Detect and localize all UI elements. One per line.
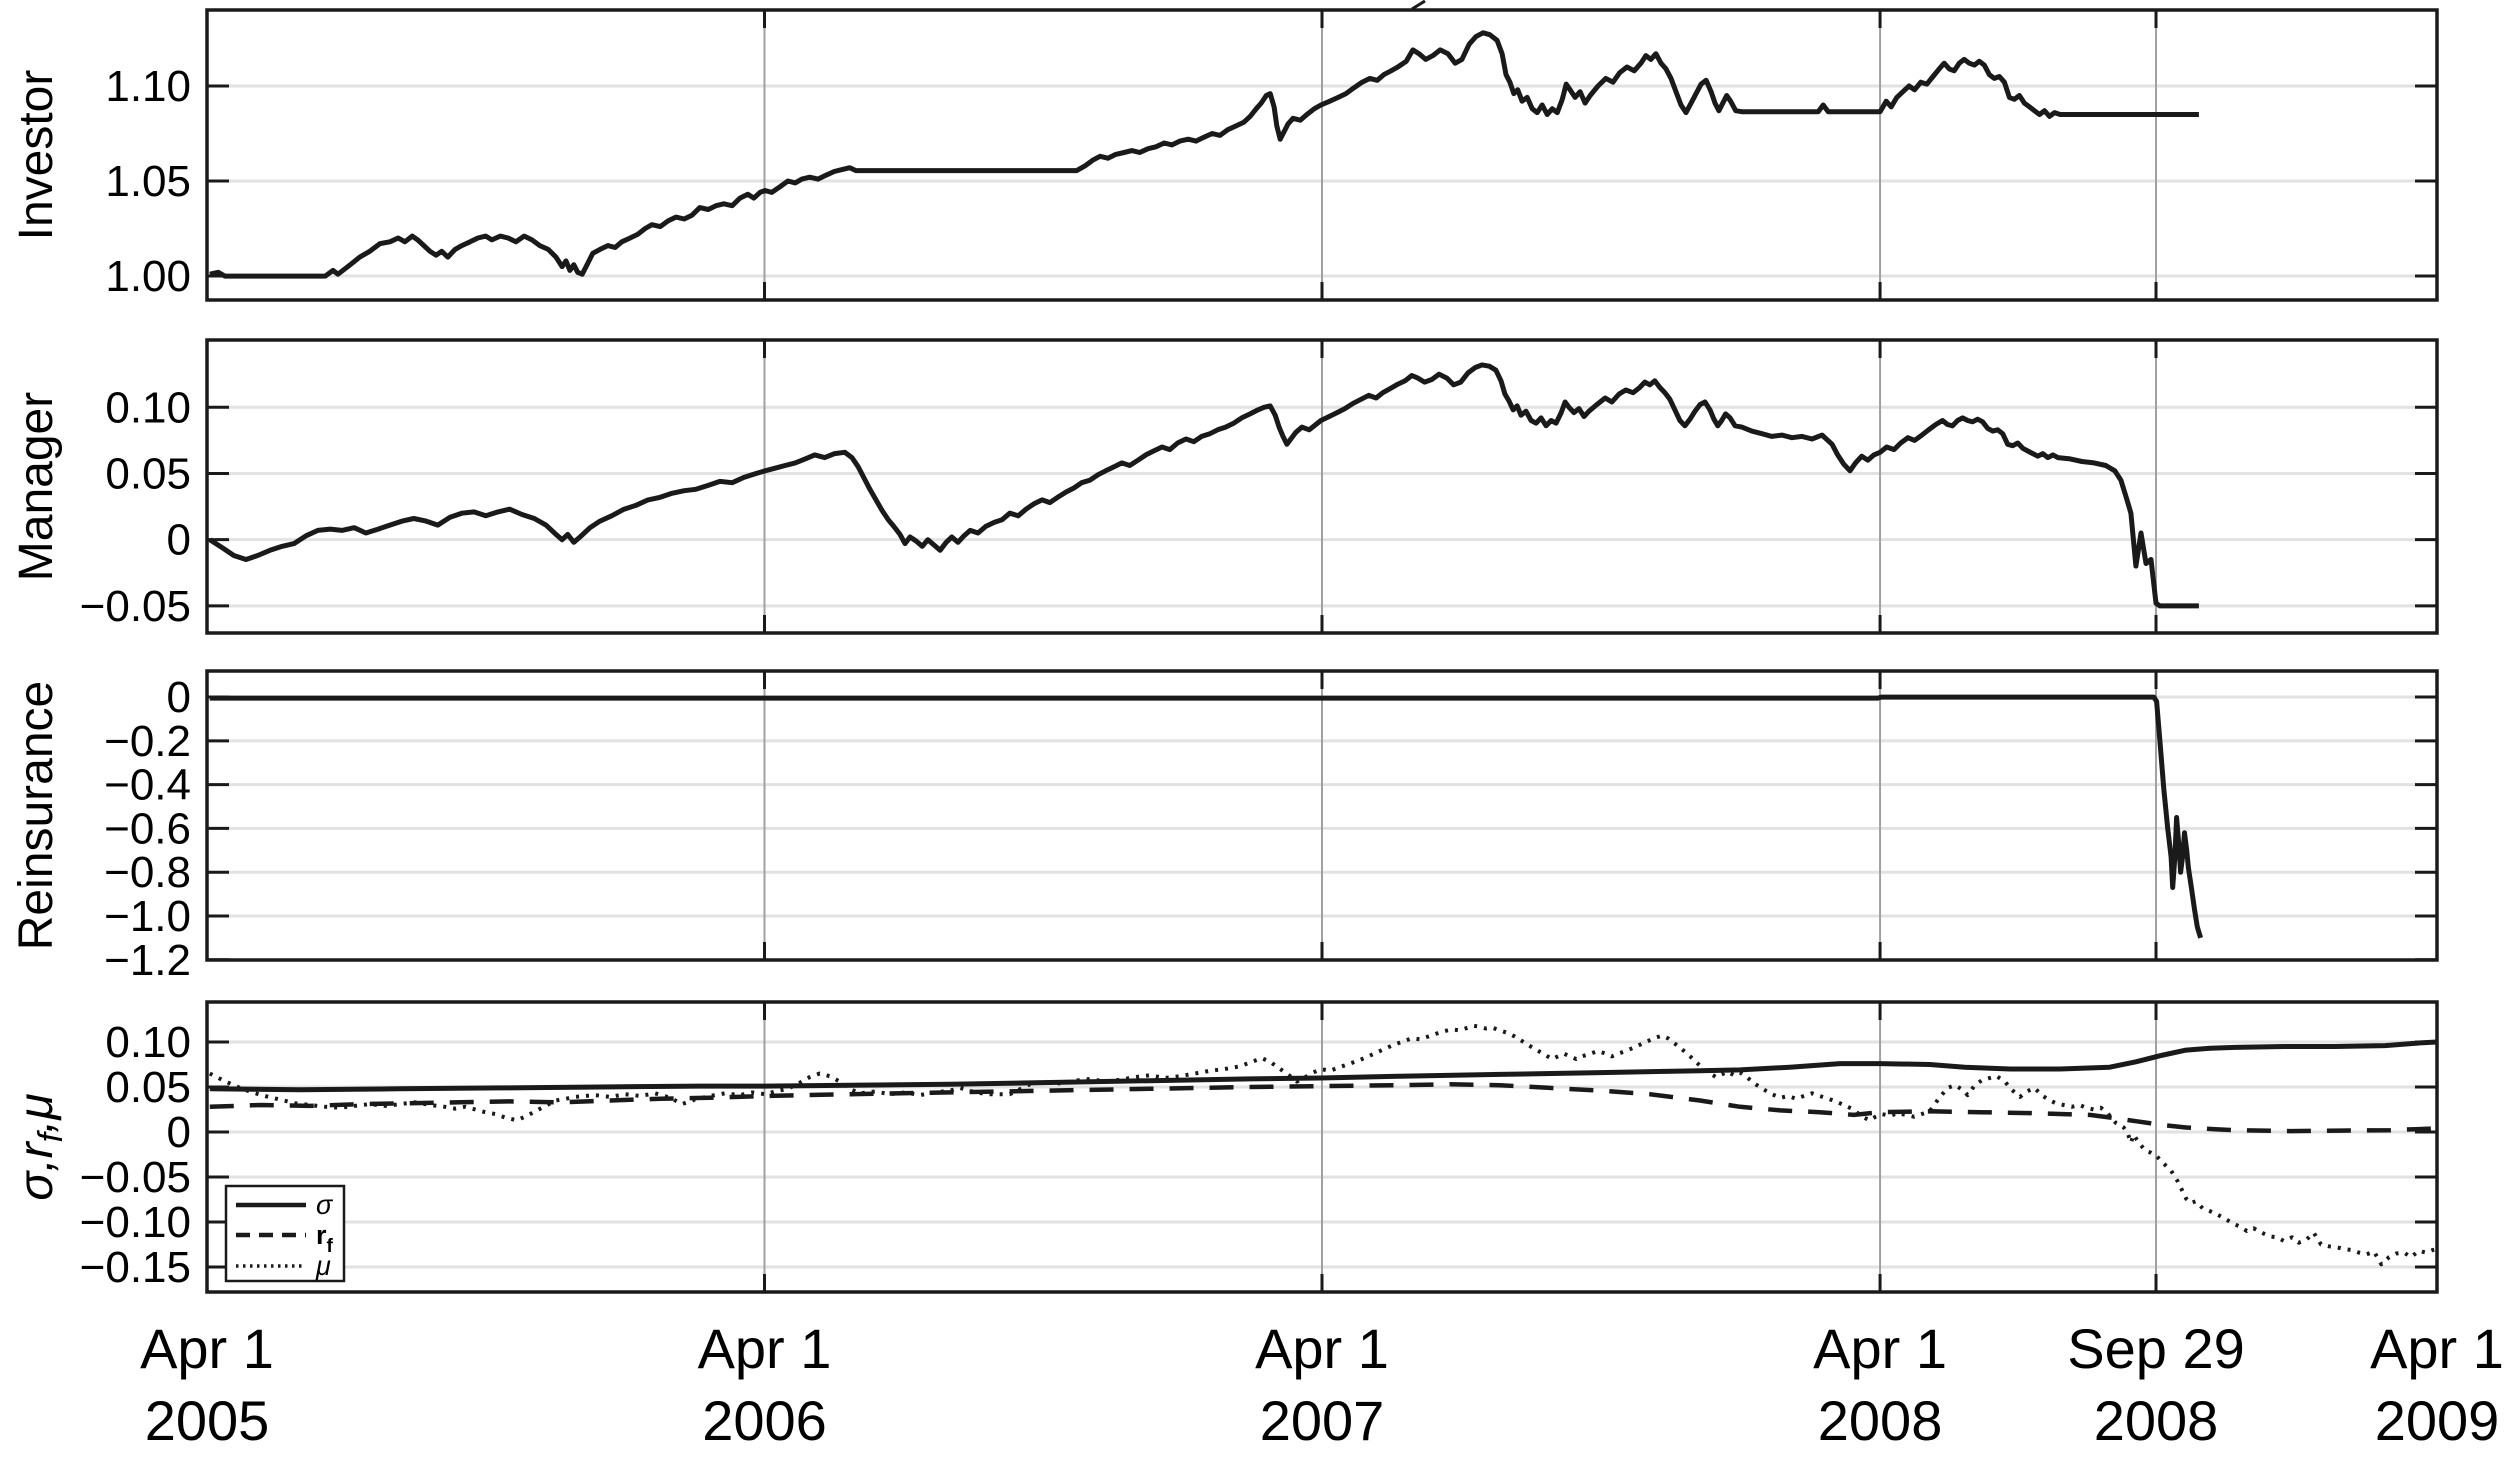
series-sigma [209, 1039, 2438, 1093]
y-tick-label: 0.10 [105, 383, 191, 432]
y-tick-label: −0.15 [80, 1243, 191, 1292]
ylabel-investor: Investor [10, 70, 63, 241]
ylabel-manager: Manager [10, 392, 63, 581]
y-tick-label: 0 [167, 1108, 191, 1157]
y-tick-label: −0.6 [104, 804, 191, 853]
y-tick-label: 1.10 [105, 62, 191, 111]
y-tick-label: 0 [167, 516, 191, 565]
x-tick-label-month: Apr 1 [140, 1317, 274, 1380]
cropped-title-fragment [1411, 0, 1426, 11]
ylabel-rates: σ,rf,μ [10, 1093, 70, 1200]
x-tick-label-year: 2006 [702, 1389, 827, 1452]
y-tick-label: 1.00 [105, 252, 191, 301]
y-tick-label: −0.05 [80, 1153, 191, 1202]
y-tick-label: −1.2 [104, 936, 191, 985]
y-tick-label: −1.0 [104, 892, 191, 941]
y-tick-label: 1.05 [105, 157, 191, 206]
x-tick-label-month: Apr 1 [1813, 1317, 1947, 1380]
x-tick-label-month: Apr 1 [2370, 1317, 2504, 1380]
legend-label-sigma: σ [316, 1190, 334, 1220]
x-tick-label-year: 2009 [2375, 1389, 2500, 1452]
y-tick-label: 0.05 [105, 1063, 191, 1112]
legend-label-mu: μ [315, 1251, 331, 1281]
legend-label-rf: rf [316, 1220, 334, 1257]
ylabel-reinsurance: Reinsurance [10, 681, 63, 950]
panel-manager: −0.05 0 0.05 0.10 Manager [10, 338, 2439, 635]
x-tick-label-year: 2007 [1260, 1389, 1385, 1452]
y-tick-label: −0.10 [80, 1198, 191, 1247]
panel-investor: 1.00 1.05 1.10 Investor [10, 8, 2439, 302]
panel-reinsurance: 0−0.2−0.4−0.6−0.8−1.0−1.2 Reinsurance [10, 669, 2439, 985]
y-tick-label: −0.05 [80, 582, 191, 631]
y-tick-label: −0.2 [104, 717, 191, 766]
x-tick-label-year: 2008 [2094, 1389, 2219, 1452]
x-tick-label-month: Apr 1 [1255, 1317, 1389, 1380]
series-manager-account-value [208, 362, 2199, 609]
y-tick-label: 0.10 [105, 1018, 191, 1067]
x-tick-label-year: 2008 [1818, 1389, 1943, 1452]
x-tick-label-year: 2005 [145, 1389, 270, 1452]
x-tick-label-month: Sep 29 [2067, 1317, 2245, 1380]
series-mu [208, 1023, 2438, 1267]
y-tick-label: −0.4 [104, 761, 191, 810]
series-investor-account-value [209, 30, 2199, 279]
y-tick-label: −0.8 [104, 848, 191, 897]
series-reinsurance-account-value [209, 694, 2203, 939]
y-tick-label: 0 [167, 673, 191, 722]
series-r_f [209, 1082, 2438, 1134]
x-tick-label-month: Apr 1 [698, 1317, 832, 1380]
y-tick-label: 0.05 [105, 449, 191, 498]
